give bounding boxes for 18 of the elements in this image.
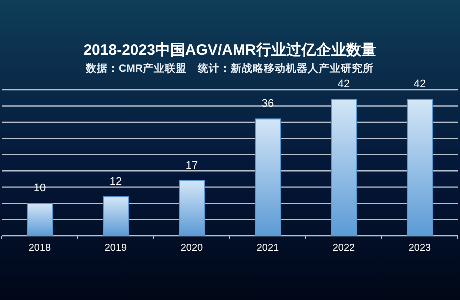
x-tick-label: 2020: [180, 243, 204, 254]
data-label: 42: [414, 78, 426, 91]
bar: [179, 180, 205, 236]
chart-title: 2018-2023中国AGV/AMR行业过亿企业数量: [84, 42, 376, 59]
data-label: 42: [338, 78, 350, 91]
data-label: 17: [186, 160, 198, 172]
data-label: 12: [110, 176, 122, 188]
bar: [407, 99, 433, 236]
bar: [27, 203, 53, 236]
x-tick-label: 2021: [256, 243, 280, 254]
bar: [255, 118, 281, 236]
chart-subtitle: 数据：CMR产业联盟 统计：新战略移动机器人产业研究所: [85, 62, 374, 75]
bar: [103, 196, 129, 236]
x-tick-label: 2022: [332, 243, 356, 254]
x-tick-label: 2018: [28, 243, 52, 254]
x-tick-label: 2019: [104, 243, 128, 254]
x-tick-label: 2023: [408, 243, 432, 254]
bar: [331, 99, 357, 236]
